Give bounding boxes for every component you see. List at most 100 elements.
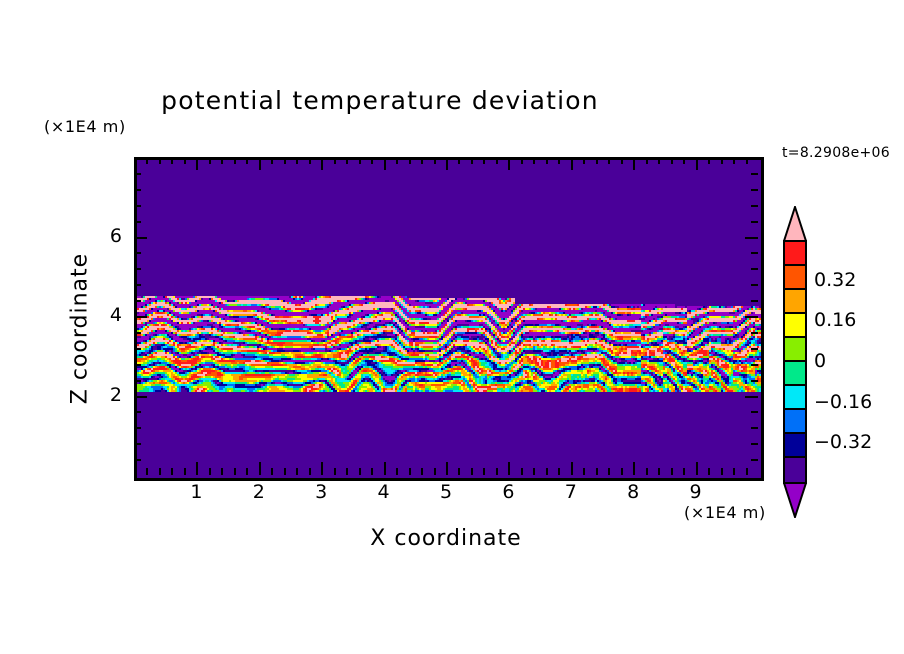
colorbar-tick-label: 0 bbox=[814, 350, 827, 372]
colorbar[interactable] bbox=[782, 203, 808, 521]
y-tick-right bbox=[751, 459, 758, 461]
x-tick-top bbox=[608, 157, 610, 164]
colorbar-segment bbox=[785, 386, 805, 410]
colorbar-segment bbox=[785, 242, 805, 266]
x-tick-bottom bbox=[533, 468, 535, 475]
x-tick-top bbox=[546, 157, 548, 164]
y-tick-right bbox=[751, 332, 758, 334]
colorbar-tick-label: 0.32 bbox=[814, 268, 857, 291]
x-tick-bottom bbox=[471, 468, 473, 475]
colorbar-body bbox=[783, 240, 807, 484]
colorbar-segment bbox=[785, 434, 805, 458]
plot-area[interactable] bbox=[134, 157, 764, 481]
x-tick-top bbox=[159, 157, 161, 164]
time-stamp-label: t=8.2908e+06 bbox=[782, 145, 890, 161]
x-tick-bottom bbox=[221, 468, 223, 475]
x-tick-label: 9 bbox=[689, 481, 702, 503]
x-tick-bottom bbox=[646, 468, 648, 475]
x-tick-label: 4 bbox=[377, 481, 390, 503]
x-tick-top bbox=[583, 157, 585, 164]
x-tick-top bbox=[633, 157, 635, 170]
x-tick-label: 6 bbox=[502, 481, 515, 503]
y-tick-right bbox=[751, 443, 758, 445]
y-tick-label: 4 bbox=[109, 304, 122, 326]
colorbar-segment bbox=[785, 458, 805, 482]
x-tick-bottom bbox=[321, 462, 323, 475]
y-tick-left bbox=[134, 237, 147, 239]
x-tick-bottom bbox=[508, 462, 510, 475]
x-tick-top bbox=[596, 157, 598, 164]
x-tick-bottom bbox=[683, 468, 685, 475]
x-tick-top bbox=[458, 157, 460, 164]
x-tick-top bbox=[234, 157, 236, 164]
y-axis-unit-label: (×1E4 m) bbox=[44, 117, 126, 136]
x-tick-top bbox=[496, 157, 498, 164]
x-tick-top bbox=[284, 157, 286, 164]
colorbar-under-cap bbox=[782, 482, 808, 521]
x-tick-bottom bbox=[571, 462, 573, 475]
x-tick-bottom bbox=[171, 468, 173, 475]
y-tick-left bbox=[134, 459, 141, 461]
y-tick-right bbox=[751, 411, 758, 413]
x-tick-bottom bbox=[521, 468, 523, 475]
x-tick-bottom bbox=[496, 468, 498, 475]
colorbar-segment bbox=[785, 362, 805, 386]
x-tick-bottom bbox=[359, 468, 361, 475]
x-tick-bottom bbox=[546, 468, 548, 475]
x-tick-label: 1 bbox=[190, 481, 203, 503]
x-tick-label: 2 bbox=[252, 481, 265, 503]
y-tick-right bbox=[751, 205, 758, 207]
x-tick-bottom bbox=[259, 462, 261, 475]
x-tick-top bbox=[359, 157, 361, 164]
colorbar-tick-label: −0.32 bbox=[814, 431, 873, 454]
x-tick-top bbox=[571, 157, 573, 170]
colorbar-segment bbox=[785, 410, 805, 434]
colorbar-tick-label: 0.16 bbox=[814, 309, 857, 332]
page-title: potential temperature deviation bbox=[161, 86, 599, 115]
y-tick-right bbox=[751, 364, 758, 366]
x-tick-top bbox=[384, 157, 386, 170]
x-tick-top bbox=[533, 157, 535, 164]
x-tick-bottom bbox=[421, 468, 423, 475]
colorbar-tick-label: −0.16 bbox=[814, 390, 873, 413]
x-tick-bottom bbox=[608, 468, 610, 475]
x-tick-bottom bbox=[284, 468, 286, 475]
x-tick-top bbox=[171, 157, 173, 164]
x-tick-bottom bbox=[746, 468, 748, 475]
y-tick-left bbox=[134, 396, 147, 398]
x-tick-bottom bbox=[721, 468, 723, 475]
x-tick-top bbox=[396, 157, 398, 164]
x-tick-top bbox=[508, 157, 510, 170]
x-tick-top bbox=[721, 157, 723, 164]
y-tick-right bbox=[751, 221, 758, 223]
x-tick-top bbox=[259, 157, 261, 170]
x-tick-bottom bbox=[621, 468, 623, 475]
x-tick-bottom bbox=[434, 468, 436, 475]
x-tick-top bbox=[683, 157, 685, 164]
y-tick-left bbox=[134, 364, 141, 366]
x-tick-bottom bbox=[446, 462, 448, 475]
x-tick-top bbox=[446, 157, 448, 170]
x-tick-bottom bbox=[671, 468, 673, 475]
x-tick-bottom bbox=[596, 468, 598, 475]
y-tick-right bbox=[751, 380, 758, 382]
x-tick-top bbox=[371, 157, 373, 164]
x-tick-bottom bbox=[384, 462, 386, 475]
y-tick-left bbox=[134, 189, 141, 191]
x-tick-top bbox=[346, 157, 348, 164]
y-tick-right bbox=[751, 268, 758, 270]
x-axis-title: X coordinate bbox=[370, 526, 522, 551]
x-tick-bottom bbox=[334, 468, 336, 475]
y-tick-left bbox=[134, 268, 141, 270]
x-tick-top bbox=[321, 157, 323, 170]
y-tick-right bbox=[751, 252, 758, 254]
colorbar-segment bbox=[785, 314, 805, 338]
contour-field bbox=[137, 160, 761, 478]
y-tick-label: 6 bbox=[109, 224, 122, 247]
y-tick-left bbox=[134, 221, 141, 223]
x-tick-bottom bbox=[309, 468, 311, 475]
x-tick-top bbox=[733, 157, 735, 164]
y-tick-left bbox=[134, 316, 147, 318]
x-tick-bottom bbox=[658, 468, 660, 475]
